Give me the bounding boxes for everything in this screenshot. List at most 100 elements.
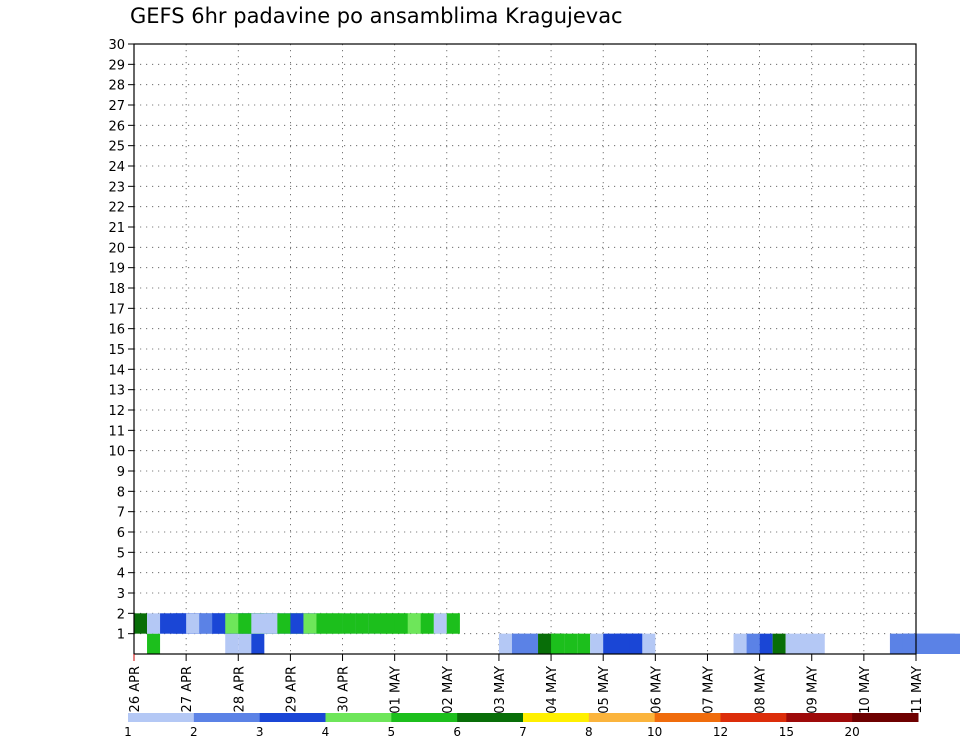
chart-title: GEFS 6hr padavine po ansamblima Kragujev… [130, 4, 623, 28]
y-tick-label: 4 [117, 567, 125, 582]
x-tick-label: 28 APR [232, 666, 247, 712]
legend-label: 3 [256, 725, 264, 739]
legend-label: 1 [124, 725, 132, 739]
x-tick-label: 26 APR [128, 666, 143, 712]
x-tick-label: 27 APR [180, 666, 195, 712]
legend-swatch [457, 713, 524, 722]
x-tick-label: 29 APR [284, 666, 299, 712]
heatmap-cell [564, 633, 578, 654]
y-tick-label: 16 [108, 323, 125, 338]
x-tick-label: 30 APR [337, 666, 352, 712]
heatmap-cell [147, 633, 161, 654]
y-tick-label: 5 [117, 546, 125, 561]
heatmap-cell [251, 633, 265, 654]
y-tick-label: 10 [108, 445, 125, 460]
y-tick-label: 20 [108, 241, 125, 256]
y-tick-label: 27 [108, 99, 125, 114]
heatmap-cell [902, 633, 960, 654]
y-tick-label: 30 [108, 38, 125, 53]
y-tick-label: 22 [108, 201, 125, 216]
y-tick-label: 18 [108, 282, 125, 297]
heatmap-cell [355, 613, 369, 634]
legend-label: 8 [585, 725, 593, 739]
heatmap-cell [616, 633, 630, 654]
heatmap-cell [733, 633, 747, 654]
y-tick-label: 24 [108, 160, 125, 175]
heatmap-cell [642, 633, 656, 654]
y-tick-label: 28 [108, 79, 125, 94]
heatmap-cell [329, 613, 343, 634]
heatmap-cell [433, 613, 447, 634]
y-tick-label: 21 [108, 221, 125, 236]
legend-swatch [720, 713, 787, 722]
heatmap-cell [785, 633, 825, 654]
x-tick-label: 02 MAY [441, 666, 456, 714]
y-tick-label: 6 [117, 526, 125, 541]
x-tick-label: 01 MAY [389, 666, 404, 714]
legend-swatch [193, 713, 261, 722]
heatmap-cell [394, 613, 408, 634]
heatmap-cell [238, 633, 252, 654]
legend-label: 15 [779, 725, 794, 739]
y-tick-label: 23 [108, 180, 125, 195]
y-tick-label: 3 [117, 587, 125, 602]
y-tick-label: 9 [117, 465, 125, 480]
legend-swatch [588, 713, 656, 722]
y-tick-label: 8 [117, 485, 125, 500]
legend-label: 7 [519, 725, 527, 739]
legend-label: 5 [388, 725, 396, 739]
legend-swatch [523, 713, 590, 722]
x-tick-label: 03 MAY [493, 666, 508, 714]
y-tick-label: 15 [108, 343, 125, 358]
x-axis: 26 APR 27 APR 28 APR 29 APR 30 APR 01 MAY 02 M… [128, 654, 925, 714]
legend-label: 10 [647, 725, 662, 739]
heatmap-cell [629, 633, 643, 654]
heatmap-cell [381, 613, 395, 634]
legend-swatch [391, 713, 458, 722]
x-tick-label: 05 MAY [597, 666, 612, 714]
heatmap-cell [316, 613, 330, 634]
y-tick-label: 2 [117, 607, 125, 622]
y-tick-label: 7 [117, 506, 125, 521]
y-tick-label: 25 [108, 140, 125, 155]
y-axis: 1234567891011121314151617181920212223242… [108, 38, 134, 643]
legend-label: 4 [322, 725, 330, 739]
legend-swatch [128, 713, 195, 722]
legend-label: 20 [845, 725, 860, 739]
heatmap-cell [772, 633, 786, 654]
heatmap-cells [134, 613, 960, 654]
x-tick-label: 11 MAY [910, 666, 925, 714]
heatmap-cell [511, 633, 525, 654]
y-tick-label: 14 [108, 363, 125, 378]
legend-swatch [786, 713, 853, 722]
legend-label: 12 [713, 725, 728, 739]
heatmap-cell [525, 633, 539, 654]
y-tick-label: 13 [108, 384, 125, 399]
grid-lines [134, 44, 916, 654]
heatmap-cell [759, 633, 773, 654]
heatmap-cell [225, 633, 239, 654]
y-tick-label: 19 [108, 262, 125, 277]
x-tick-label: 07 MAY [701, 666, 716, 714]
legend-swatch [654, 713, 721, 722]
heatmap-cell [577, 633, 591, 654]
color-legend: 1 2 3 4 5 6 7 8 10 12 15 20 [124, 713, 919, 739]
x-tick-label: 04 MAY [545, 666, 560, 714]
legend-label: 6 [453, 725, 461, 739]
legend-swatch [259, 713, 326, 722]
heatmap-cell [134, 613, 148, 634]
heatmap-cell [746, 633, 760, 654]
y-tick-label: 11 [108, 424, 125, 439]
y-tick-label: 17 [108, 302, 125, 317]
x-tick-label: 08 MAY [754, 666, 769, 714]
legend-swatch [325, 713, 392, 722]
x-tick-label: 09 MAY [806, 666, 821, 714]
x-tick-label: 10 MAY [858, 666, 873, 714]
legend-swatch [852, 713, 919, 722]
y-tick-label: 12 [108, 404, 125, 419]
heatmap-cell [551, 633, 565, 654]
x-tick-label: 06 MAY [649, 666, 664, 714]
heatmap-cell [342, 613, 356, 634]
heatmap-cell [446, 613, 460, 634]
